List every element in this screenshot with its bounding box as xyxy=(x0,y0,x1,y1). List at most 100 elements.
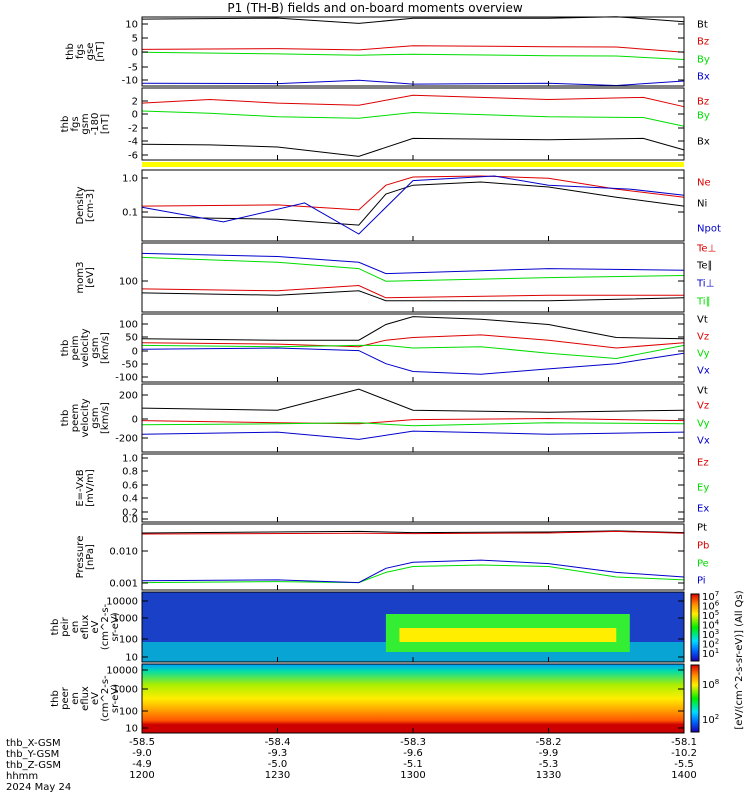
legend-pressure-pt: Pt xyxy=(697,523,707,534)
legend-peim_velocity-vx: Vx xyxy=(697,366,710,377)
series-pressure-pi xyxy=(141,559,685,584)
ylabel-peir_eflux: eV xyxy=(90,620,101,633)
legend-fgs_gse-bz: Bz xyxy=(697,37,709,48)
footer-value: -5.3 xyxy=(539,759,559,770)
ytick-label: 1000 xyxy=(113,685,138,696)
legend-peem_velocity-vy: Vy xyxy=(697,419,710,430)
ylabel-fgs_gsm: gsm xyxy=(80,113,91,134)
series-fgs_gsm-bx xyxy=(141,137,685,157)
ytick-label: 10000 xyxy=(106,666,138,677)
footer-value: 1230 xyxy=(265,770,290,781)
ylabel-peer_eflux: sr-eV) xyxy=(110,684,121,713)
ytick-label: 1.0 xyxy=(122,174,138,185)
ylabel-density: [cm-3] xyxy=(85,189,96,222)
ylabel-peir_eflux: sr-eV) xyxy=(110,612,121,641)
legend-temperature-te: Te⊥ xyxy=(696,244,716,255)
legend-efield-ex: Ex xyxy=(697,504,709,515)
ylabel-fgs_gse: [nT] xyxy=(95,41,106,61)
ylabel-peir_eflux: thb xyxy=(50,619,61,636)
colorbar-peir xyxy=(690,593,700,662)
legend-fgs_gsm-bx: Bx xyxy=(697,137,710,148)
series-fgs_gse-bz xyxy=(141,45,685,53)
footer-value: -5.0 xyxy=(268,759,288,770)
ylabel-efield: [mV/m] xyxy=(85,469,96,507)
ytick-label: 10000 xyxy=(106,597,138,608)
ytick-label: 0.8 xyxy=(122,467,138,478)
ytick-label: -50 xyxy=(122,360,138,371)
ylabel-peem_velocity: peem xyxy=(70,404,81,432)
ytick-label: -5 xyxy=(128,63,138,74)
series-peim_velocity-vy xyxy=(141,344,685,360)
colorbar-exp: 1 xyxy=(715,647,719,655)
series-temperature-ti xyxy=(141,252,685,275)
ytick-label: -200 xyxy=(115,434,138,445)
status-bar xyxy=(142,162,684,167)
ylabel-peir_eflux: (cm^2-s- xyxy=(100,603,111,650)
colorbar-exp: 8 xyxy=(715,678,719,686)
ytick-label: -2 xyxy=(128,124,138,135)
xtick-label: -58.2 xyxy=(536,737,562,748)
ylabel-density: Density xyxy=(75,186,86,224)
footer-value: 1200 xyxy=(129,770,154,781)
ylabel-peem_velocity: [km/s] xyxy=(100,402,111,434)
ytick-label: 0.2 xyxy=(122,508,138,519)
footer-value: 1300 xyxy=(400,770,425,781)
legend-temperature-ti: Ti⊥ xyxy=(696,279,714,290)
ytick-label: 0.1 xyxy=(122,208,138,219)
legend-peem_velocity-vx: Vx xyxy=(697,436,710,447)
colorbar-exp: 2 xyxy=(715,638,719,646)
ytick-label: 0.6 xyxy=(122,481,138,492)
ytick-label: 1.0 xyxy=(122,454,138,465)
series-fgs_gse-by xyxy=(141,51,685,60)
ytick-label: 0.4 xyxy=(122,494,138,505)
panel-frame-efield xyxy=(141,453,685,523)
ylabel-peem_velocity: velocity xyxy=(80,398,91,437)
peer-spectrogram-bg xyxy=(142,664,684,733)
footer-value: 1330 xyxy=(536,770,561,781)
legend-fgs_gse-bt: Bt xyxy=(697,20,708,31)
series-density-npot xyxy=(141,175,685,235)
series-peem_velocity-vz xyxy=(141,417,685,425)
ylabel-fgs_gsm: fgs xyxy=(70,116,81,131)
legend-peem_velocity-vz: Vz xyxy=(697,401,709,412)
ylabel-temperature: mom3 xyxy=(75,262,86,294)
ytick-label: 100 xyxy=(119,635,138,646)
ylabel-peer_eflux: peer xyxy=(60,686,71,710)
series-density-ne xyxy=(141,175,685,211)
xtick-label: -58.3 xyxy=(400,737,426,748)
ytick-label: 50 xyxy=(125,333,138,344)
ytick-label: 0 xyxy=(132,48,138,59)
ylabel-peir_eflux: en xyxy=(70,621,81,634)
ytick-label: 2 xyxy=(132,97,138,108)
ylabel-peer_eflux: thb xyxy=(50,690,61,707)
xtick-label: -58.4 xyxy=(265,737,291,748)
ylabel-fgs_gse: gse xyxy=(85,43,96,61)
series-pressure-pt xyxy=(141,530,685,534)
footer-date: 2024 May 24 xyxy=(6,782,72,793)
ylabel-peem_velocity: thb xyxy=(60,410,71,427)
legend-peim_velocity-vz: Vz xyxy=(697,332,709,343)
ytick-label: 5 xyxy=(132,34,138,45)
series-temperature-te xyxy=(141,290,685,302)
legend-pressure-pb: Pb xyxy=(697,541,709,552)
page-title: P1 (TH-B) fields and on-board moments ov… xyxy=(227,1,523,15)
footer-value: -9.3 xyxy=(268,748,288,759)
ylabel-peir_eflux: peir xyxy=(60,616,71,636)
legend-efield-ey: Ey xyxy=(697,483,709,494)
legend-peim_velocity-vt: Vt xyxy=(697,315,708,326)
ylabel-peim_velocity: gsm xyxy=(90,337,101,358)
colorbar-tick: 102 xyxy=(702,713,719,726)
ylabel-peer_eflux: eV xyxy=(90,692,101,705)
footer-label-z-gsm: thb_Z-GSM xyxy=(6,760,61,771)
series-peim_velocity-vx xyxy=(141,347,685,375)
ytick-label: 0 xyxy=(132,415,138,426)
ytick-label: 0 xyxy=(132,347,138,358)
legend-temperature-te: Te∥ xyxy=(696,261,713,272)
colorbar-exp: 2 xyxy=(715,713,719,721)
colorbar-tick: 108 xyxy=(702,678,719,691)
colorbar-exp: 4 xyxy=(715,619,720,627)
ylabel-temperature: [eV] xyxy=(85,267,96,288)
ytick-label: 0.001 xyxy=(109,579,138,590)
ytick-label: 10 xyxy=(125,20,138,31)
ytick-label: -6 xyxy=(128,151,138,162)
